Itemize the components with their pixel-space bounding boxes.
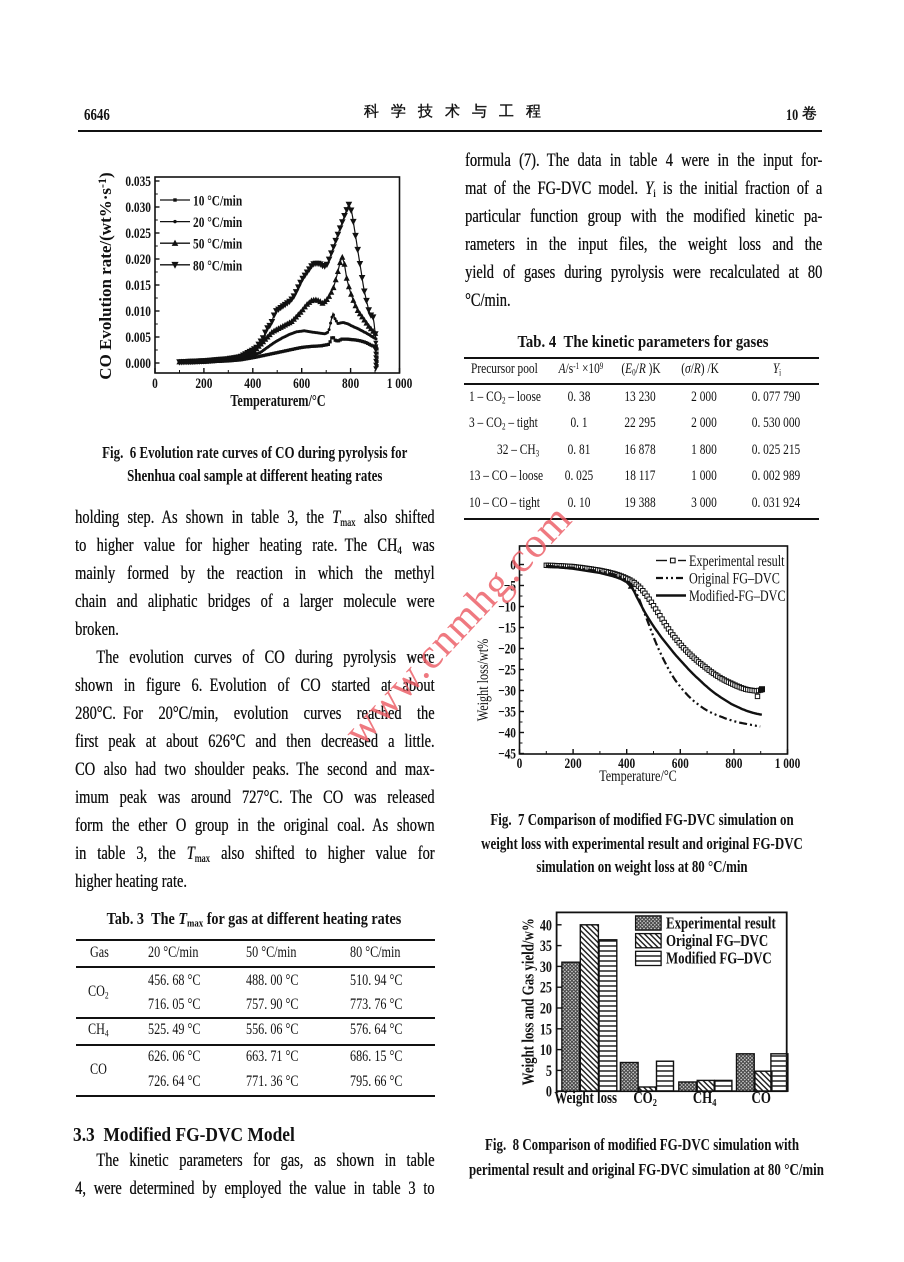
svg-text:10: 10 — [540, 1042, 552, 1060]
svg-text:−20: −20 — [498, 640, 516, 657]
svg-text:Modified-FG–DVC: Modified-FG–DVC — [689, 587, 786, 605]
svg-text:20 °C/min: 20 °C/min — [193, 214, 243, 231]
svg-text:600: 600 — [672, 754, 689, 771]
svg-text:200: 200 — [565, 754, 582, 771]
svg-text:10 °C/min: 10 °C/min — [193, 192, 243, 209]
svg-text:Experimental result: Experimental result — [666, 915, 776, 933]
svg-text:CO2: CO2 — [633, 1089, 657, 1109]
svg-text:−5: −5 — [504, 577, 516, 594]
svg-text:0.020: 0.020 — [125, 250, 151, 267]
svg-text:Modified FG–DVC: Modified FG–DVC — [666, 950, 772, 968]
svg-text:35: 35 — [540, 938, 552, 956]
svg-text:Temperature/°C: Temperature/°C — [599, 767, 677, 785]
svg-text:80 °C/min: 80 °C/min — [193, 257, 243, 274]
svg-text:0.035: 0.035 — [125, 172, 151, 189]
svg-text:400: 400 — [618, 754, 635, 771]
svg-text:0: 0 — [546, 1083, 552, 1101]
svg-text:−10: −10 — [498, 598, 516, 615]
svg-text:25: 25 — [540, 979, 552, 997]
svg-text:−45: −45 — [498, 745, 516, 762]
svg-text:1 000: 1 000 — [775, 754, 801, 771]
svg-text:5: 5 — [546, 1062, 552, 1080]
svg-text:0.030: 0.030 — [125, 198, 151, 215]
svg-text:0: 0 — [152, 374, 158, 391]
svg-text:200: 200 — [195, 374, 212, 391]
svg-text:CO: CO — [752, 1089, 771, 1107]
svg-text:0.005: 0.005 — [125, 328, 151, 345]
svg-text:−35: −35 — [498, 703, 516, 720]
svg-text:Temperaturem/°C: Temperaturem/°C — [230, 392, 325, 410]
svg-text:20: 20 — [540, 1000, 552, 1018]
svg-text:Weight loss: Weight loss — [554, 1089, 617, 1107]
svg-text:1 000: 1 000 — [387, 374, 413, 391]
svg-text:800: 800 — [725, 754, 742, 771]
svg-text:50 °C/min: 50 °C/min — [193, 235, 243, 252]
svg-text:15: 15 — [540, 1021, 552, 1039]
svg-text:Weight loss/wt%: Weight loss/wt% — [474, 639, 492, 722]
svg-text:Original FG–DVC: Original FG–DVC — [689, 570, 780, 588]
svg-text:CO Evolution rate/(wt%·s-1): CO Evolution rate/(wt%·s-1) — [95, 172, 115, 379]
svg-text:0: 0 — [517, 754, 523, 771]
svg-text:40: 40 — [540, 917, 552, 935]
svg-text:−30: −30 — [498, 682, 516, 699]
svg-text:800: 800 — [342, 374, 359, 391]
svg-text:0.025: 0.025 — [125, 224, 151, 241]
svg-text:−40: −40 — [498, 724, 516, 741]
svg-text:Weight loss and Gas yield/w%: Weight loss and Gas yield/w% — [520, 918, 538, 1085]
svg-text:0.015: 0.015 — [125, 276, 151, 293]
svg-text:Experimental result: Experimental result — [689, 552, 785, 570]
svg-text:400: 400 — [244, 374, 261, 391]
svg-text:CH4: CH4 — [693, 1089, 717, 1109]
svg-text:30: 30 — [540, 958, 552, 976]
svg-text:600: 600 — [293, 374, 310, 391]
svg-text:−25: −25 — [498, 661, 516, 678]
svg-text:0.000: 0.000 — [125, 354, 151, 371]
svg-text:0: 0 — [510, 556, 516, 573]
svg-text:−15: −15 — [498, 619, 516, 636]
svg-text:Original FG–DVC: Original FG–DVC — [666, 932, 768, 950]
svg-text:0.010: 0.010 — [125, 302, 151, 319]
